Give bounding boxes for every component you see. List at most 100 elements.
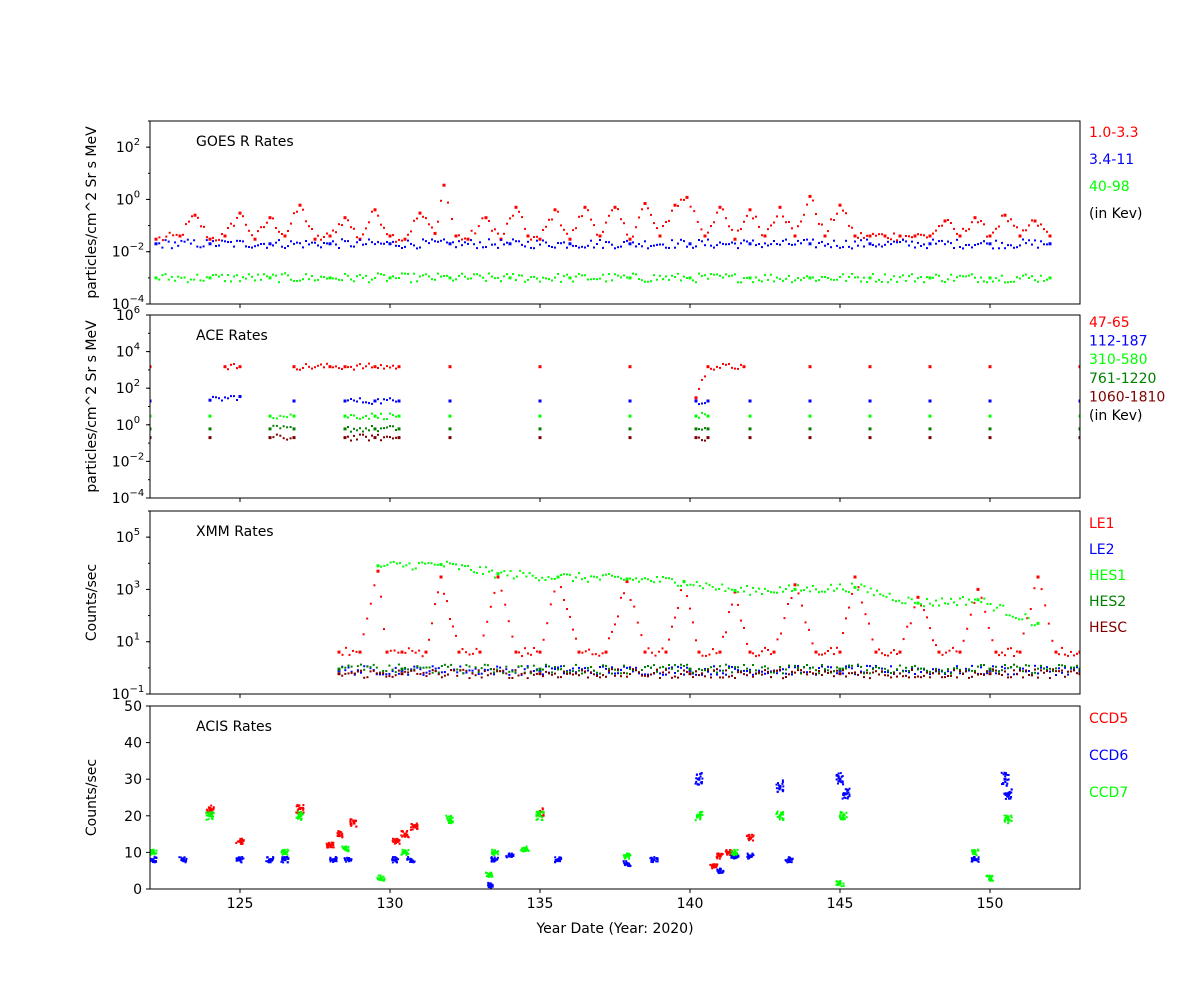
data-point xyxy=(622,860,625,863)
data-point xyxy=(344,847,347,850)
data-point xyxy=(1001,241,1003,244)
data-point xyxy=(941,676,943,679)
data-point xyxy=(521,655,523,657)
data-point xyxy=(650,666,652,669)
data-point xyxy=(680,663,682,666)
data-point xyxy=(365,243,367,246)
data-point xyxy=(733,848,736,851)
data-point xyxy=(620,675,622,678)
data-point xyxy=(371,278,373,281)
data-point xyxy=(638,580,640,583)
data-point xyxy=(1040,666,1042,669)
data-point xyxy=(550,577,553,580)
data-point xyxy=(911,669,913,671)
data-point xyxy=(218,238,220,241)
data-point xyxy=(502,672,505,675)
data-point xyxy=(872,273,874,275)
data-point xyxy=(719,669,721,672)
data-point xyxy=(281,859,284,862)
data-point xyxy=(835,883,838,886)
data-point xyxy=(611,574,613,577)
data-point xyxy=(338,834,341,837)
data-point xyxy=(419,246,421,249)
data-point xyxy=(698,239,700,241)
data-point xyxy=(209,809,211,812)
data-point xyxy=(988,242,992,246)
data-point xyxy=(1058,664,1060,666)
data-point xyxy=(365,415,367,417)
data-point xyxy=(508,853,511,856)
data-point xyxy=(520,665,523,668)
data-point xyxy=(840,816,843,819)
data-point xyxy=(719,855,722,858)
data-point xyxy=(956,676,958,679)
data-point xyxy=(677,607,679,609)
data-point xyxy=(1002,782,1004,785)
data-point xyxy=(704,375,706,378)
data-point xyxy=(620,245,622,248)
data-point xyxy=(461,272,463,275)
data-point xyxy=(938,672,940,675)
data-point xyxy=(624,862,627,865)
data-point xyxy=(491,569,493,572)
data-point xyxy=(746,670,748,672)
data-point xyxy=(343,216,347,220)
data-point xyxy=(397,672,400,675)
data-point xyxy=(493,671,495,674)
data-point xyxy=(787,859,790,862)
data-point xyxy=(515,279,517,282)
data-point xyxy=(202,279,205,282)
data-point xyxy=(1022,632,1025,635)
data-point xyxy=(935,229,937,232)
data-point xyxy=(383,398,385,401)
data-point xyxy=(311,228,313,230)
data-point xyxy=(716,857,719,860)
data-point xyxy=(843,813,846,816)
data-point xyxy=(847,788,850,791)
data-point xyxy=(241,837,243,840)
data-point xyxy=(977,856,980,859)
data-point xyxy=(890,243,892,246)
data-point xyxy=(608,273,610,275)
data-point xyxy=(496,575,500,579)
data-point xyxy=(746,834,749,837)
data-point xyxy=(248,273,250,276)
data-point xyxy=(1047,622,1050,625)
data-point xyxy=(647,665,649,667)
data-point xyxy=(599,672,601,675)
data-point xyxy=(489,872,492,875)
data-point xyxy=(737,367,739,370)
series-goes-2 xyxy=(154,272,1052,284)
data-point xyxy=(943,219,947,223)
data-point xyxy=(223,365,227,369)
data-point xyxy=(1025,242,1027,245)
data-point xyxy=(695,814,698,817)
data-point xyxy=(839,276,841,278)
data-point xyxy=(365,274,367,277)
data-point xyxy=(380,242,382,245)
data-point xyxy=(405,850,408,853)
data-point xyxy=(836,244,838,247)
data-point xyxy=(970,857,973,860)
data-point xyxy=(292,399,296,403)
data-point xyxy=(436,563,439,566)
data-point xyxy=(1014,617,1017,620)
data-point xyxy=(413,244,415,247)
data-point xyxy=(1036,575,1040,579)
data-point xyxy=(233,395,235,398)
data-point xyxy=(680,666,682,669)
data-point xyxy=(840,775,843,778)
data-point xyxy=(286,438,289,441)
data-point xyxy=(625,860,628,863)
data-point xyxy=(524,245,526,248)
data-point xyxy=(806,671,808,674)
data-point xyxy=(881,670,883,673)
data-point xyxy=(1078,427,1080,431)
data-point xyxy=(587,667,589,669)
data-point xyxy=(1064,653,1066,656)
data-point xyxy=(881,280,883,283)
data-point xyxy=(537,813,540,816)
data-point xyxy=(625,861,629,865)
data-point xyxy=(451,218,453,220)
